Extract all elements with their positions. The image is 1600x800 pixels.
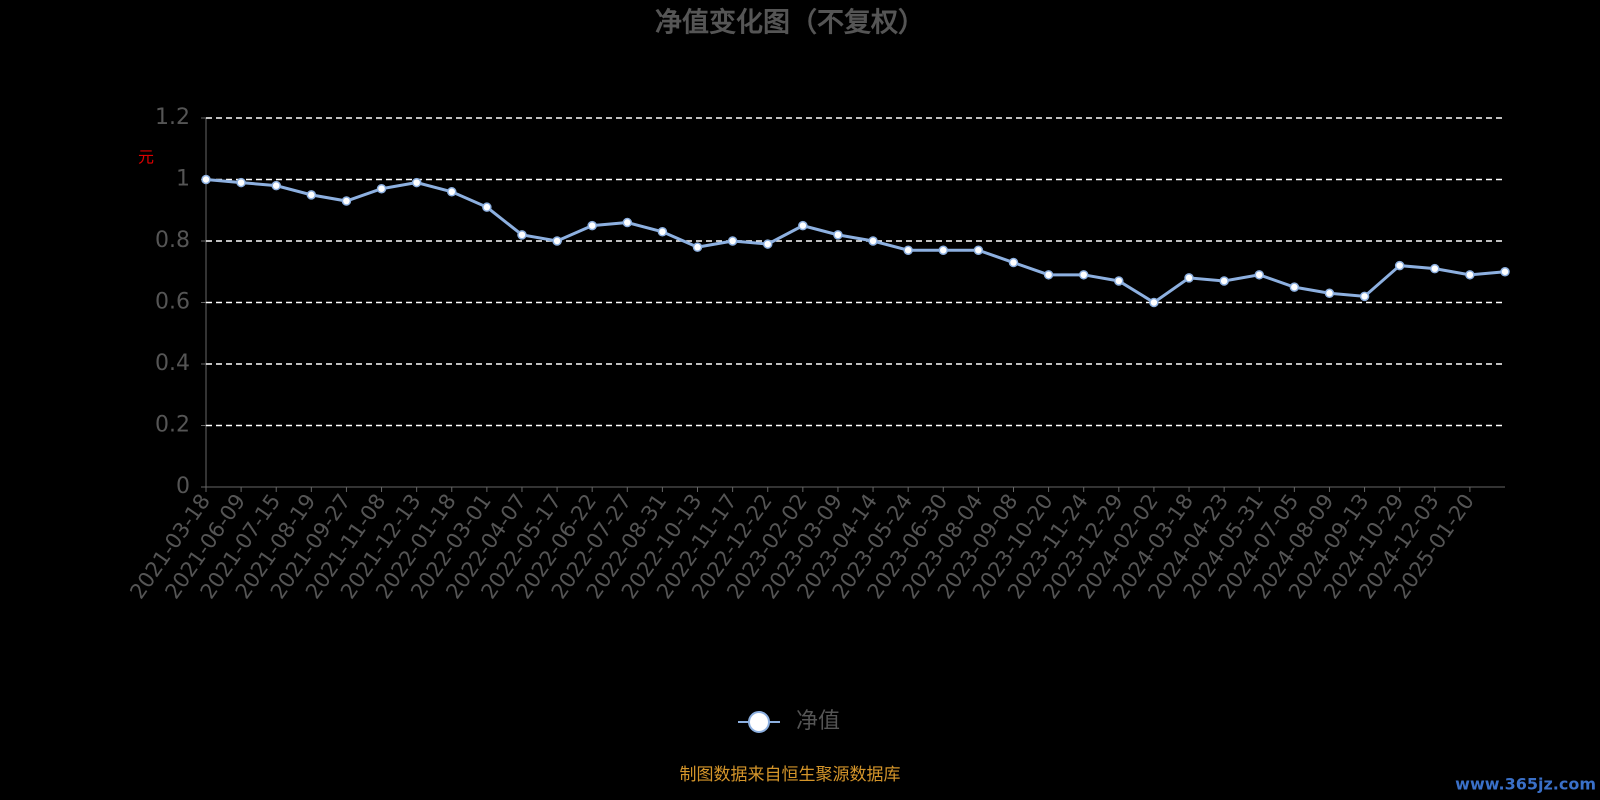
data-point: [903, 245, 913, 255]
data-point: [657, 227, 668, 237]
data-point: [1184, 273, 1194, 283]
data-point: [1149, 297, 1159, 308]
data-point: [587, 220, 597, 231]
data-point: [973, 245, 984, 255]
chart-title: 净值变化图（不复权）: [655, 7, 925, 39]
watermark: www.365jz.com: [1455, 775, 1596, 794]
data-point: [727, 236, 738, 246]
data-point: [1043, 270, 1054, 280]
y-axis-label: 元: [138, 148, 154, 167]
data-point: [1254, 270, 1264, 280]
data-point: [692, 242, 703, 252]
data-point: [798, 220, 808, 231]
y-tick-label: 0.2: [155, 413, 190, 438]
series-line: [205, 178, 1506, 305]
y-tick-label: 0.4: [155, 351, 190, 376]
data-point: [1078, 270, 1089, 280]
data-point: [482, 202, 492, 212]
data-point: [1008, 257, 1019, 268]
y-tick-label: 1.2: [155, 105, 190, 130]
data-point: [236, 177, 246, 188]
data-point: [622, 217, 633, 228]
y-tick-label: 1: [176, 167, 190, 192]
data-point: [868, 236, 878, 246]
data-point: [1500, 267, 1510, 277]
data-point: [447, 187, 457, 197]
data-point: [517, 230, 527, 240]
legend-label[interactable]: 净值: [796, 709, 840, 734]
source-note: 制图数据来自恒生聚源数据库: [680, 765, 901, 785]
y-tick-label: 0: [176, 474, 190, 499]
data-point: [1219, 276, 1229, 286]
data-point: [552, 236, 562, 246]
data-point: [1289, 282, 1300, 292]
data-point: [1430, 263, 1440, 274]
data-point: [938, 245, 949, 255]
data-point: [1394, 260, 1405, 271]
y-tick-label: 0.8: [155, 228, 190, 253]
data-point: [1324, 288, 1335, 299]
y-tick-label: 0.6: [155, 290, 190, 315]
data-point: [1359, 291, 1370, 302]
data-point: [833, 230, 843, 240]
data-point: [1465, 270, 1475, 280]
data-point: [306, 190, 317, 200]
data-point: [271, 180, 281, 191]
data-point: [376, 183, 387, 194]
legend-marker[interactable]: [748, 711, 770, 733]
data-point: [201, 174, 211, 185]
data-point: [762, 239, 773, 249]
data-point: [1114, 276, 1124, 286]
data-point: [411, 177, 422, 188]
data-point: [341, 196, 352, 206]
